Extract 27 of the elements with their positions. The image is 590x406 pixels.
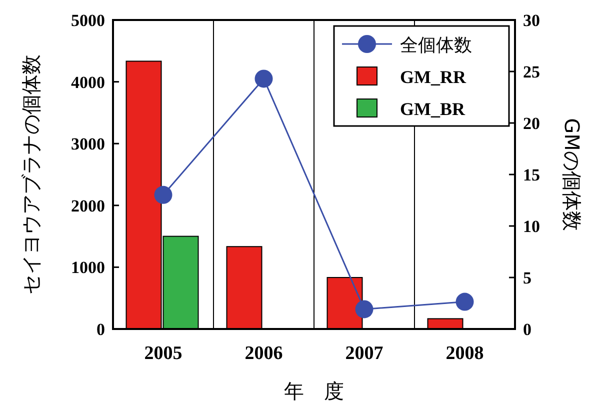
y-tick-label: 5000 xyxy=(71,11,105,30)
x-tick-label: 2007 xyxy=(345,343,384,364)
point xyxy=(456,292,474,311)
y-tick-label: 0 xyxy=(96,320,105,339)
point xyxy=(355,300,374,318)
y2-tick-label: 0 xyxy=(523,320,532,339)
x-tick-label: 2005 xyxy=(144,343,182,364)
y2-tick-label: 25 xyxy=(523,62,540,82)
y-axis-title: セイヨウアブラナの個体数 xyxy=(19,54,43,294)
x-axis-title: 年 度 xyxy=(284,379,344,403)
x-tick-label: 2006 xyxy=(244,343,283,364)
legend-label: GM_BR xyxy=(400,99,466,119)
point xyxy=(254,70,273,88)
y2-tick-label: 20 xyxy=(523,114,540,133)
legend-label: 全個体数 xyxy=(400,35,472,56)
point xyxy=(154,186,172,204)
y2-tick-label: 15 xyxy=(523,166,540,184)
x-tick-label: 2008 xyxy=(446,343,484,364)
y2-tick-label: 5 xyxy=(523,268,532,288)
y2-tick-label: 10 xyxy=(523,217,540,236)
y-tick-label: 2000 xyxy=(71,196,105,216)
y-tick-label: 3000 xyxy=(71,134,105,154)
y2-axis-title: GMの個体数 xyxy=(560,118,584,231)
y-tick-label: 1000 xyxy=(71,258,105,278)
y2-tick-label: 30 xyxy=(523,11,540,30)
legend-label: GM_RR xyxy=(400,67,467,87)
y-tick-label: 4000 xyxy=(71,72,105,92)
